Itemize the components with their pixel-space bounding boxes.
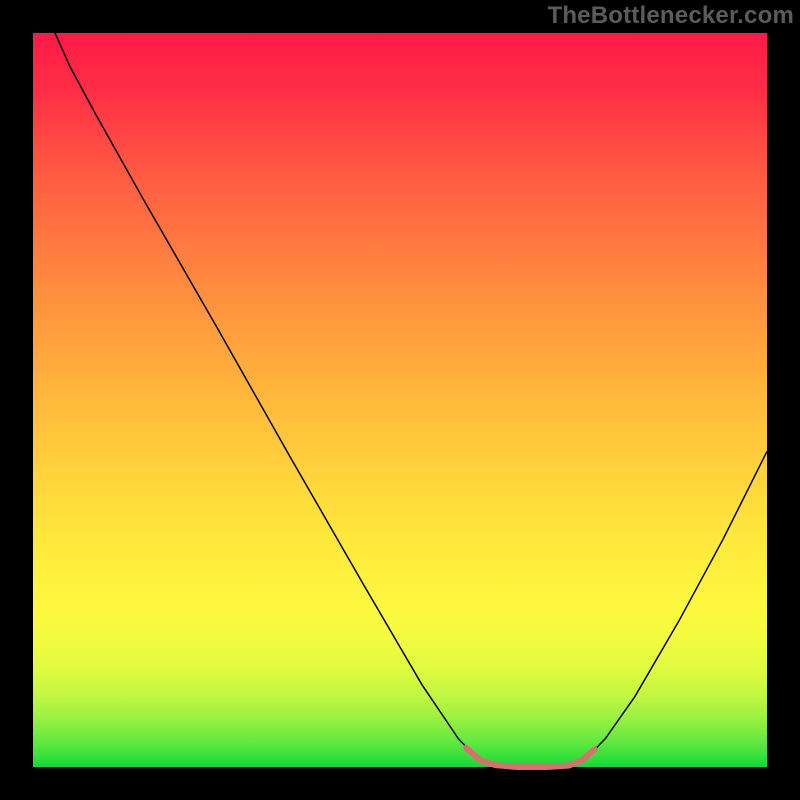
watermark-text: TheBottlenecker.com: [547, 2, 794, 30]
chart-svg: [0, 0, 800, 800]
chart-frame: TheBottlenecker.com: [0, 0, 800, 800]
plot-area: [33, 33, 767, 767]
